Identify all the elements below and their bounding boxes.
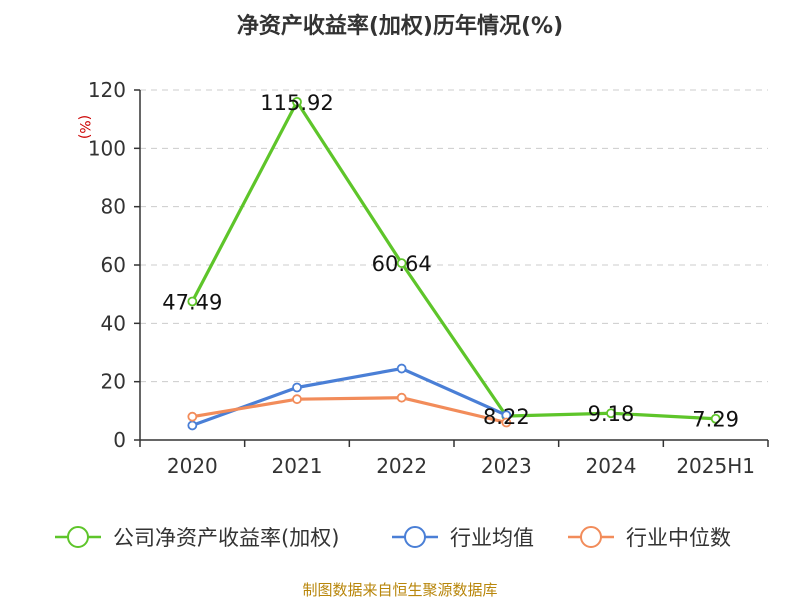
legend-label: 公司净资产收益率(加权) — [113, 526, 339, 550]
x-tick-label: 2025H1 — [676, 454, 755, 478]
data-point — [292, 394, 302, 405]
data-point — [292, 382, 302, 393]
data-label: 9.18 — [588, 402, 635, 426]
x-tick-label: 2024 — [586, 454, 637, 478]
chart-title: 净资产收益率(加权)历年情况(%) — [237, 13, 563, 39]
y-tick-label: 40 — [101, 311, 126, 335]
data-point — [606, 408, 616, 419]
legend-marker — [580, 526, 602, 548]
data-point — [187, 296, 198, 307]
data-labels: 47.49 115.92 60.64 8.22 9.18 7.29 — [162, 91, 739, 432]
x-tick-label: 2022 — [376, 454, 427, 478]
legend-marker — [67, 526, 89, 548]
data-point — [501, 417, 512, 428]
data-label: 7.29 — [692, 408, 739, 432]
x-tick-label: 2023 — [481, 454, 532, 478]
y-tick-label: 80 — [101, 195, 126, 219]
data-point — [396, 392, 407, 403]
data-label: 47.49 — [162, 290, 222, 314]
data-point — [187, 420, 198, 431]
y-tick-label: 120 — [88, 78, 126, 102]
series-line-0 — [190, 100, 718, 421]
data-point — [710, 413, 721, 424]
axes: 0 20 40 60 80 100 120 2020 2021 2022 2023 2024 2025H… — [88, 78, 769, 478]
data-label: 60.64 — [372, 252, 432, 276]
data-point — [396, 258, 407, 269]
data-point — [292, 97, 302, 107]
legend-label: 行业中位数 — [626, 526, 731, 550]
data-point — [396, 363, 407, 374]
series-layer — [187, 97, 721, 431]
data-label: 115.92 — [260, 91, 333, 115]
series-line-2 — [190, 396, 508, 425]
x-tick-label: 2020 — [167, 454, 218, 478]
data-point — [187, 411, 198, 422]
y-tick-label: 0 — [113, 428, 126, 452]
legend-label: 行业均值 — [450, 526, 534, 550]
legend: 公司净资产收益率(加权) 行业均值 行业中位数 — [55, 526, 731, 550]
y-tick-label: 60 — [101, 253, 126, 277]
source-footer: 制图数据来自恒生聚源数据库 — [302, 581, 497, 599]
data-label: 8.22 — [483, 405, 530, 429]
grid — [140, 89, 768, 383]
x-tick-label: 2021 — [272, 454, 323, 478]
y-axis-label: (%) — [76, 115, 92, 139]
y-tick-label: 100 — [88, 136, 126, 160]
legend-marker — [404, 526, 426, 548]
y-tick-label: 20 — [101, 370, 126, 394]
